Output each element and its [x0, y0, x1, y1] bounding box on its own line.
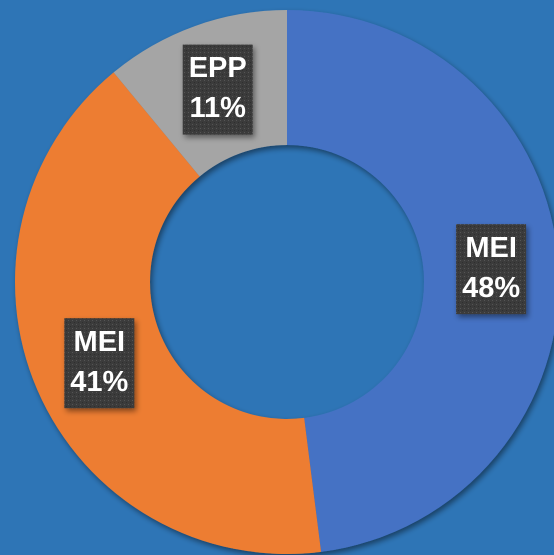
data-label-category: MEI [465, 232, 517, 264]
data-label-value: 11% [190, 92, 247, 124]
data-label-category: MEI [74, 326, 126, 358]
data-label-value: 48% [462, 272, 520, 304]
data-label-box [64, 318, 135, 409]
data-label-box [182, 44, 253, 135]
data-label-value: 41% [70, 366, 128, 398]
data-label-box [456, 224, 527, 315]
donut-slice [287, 10, 554, 552]
data-label-category: EPP [189, 52, 247, 84]
data-labels: MEI 48% MEI 41% EPP 11% [64, 44, 527, 409]
donut-slice [14, 72, 322, 554]
